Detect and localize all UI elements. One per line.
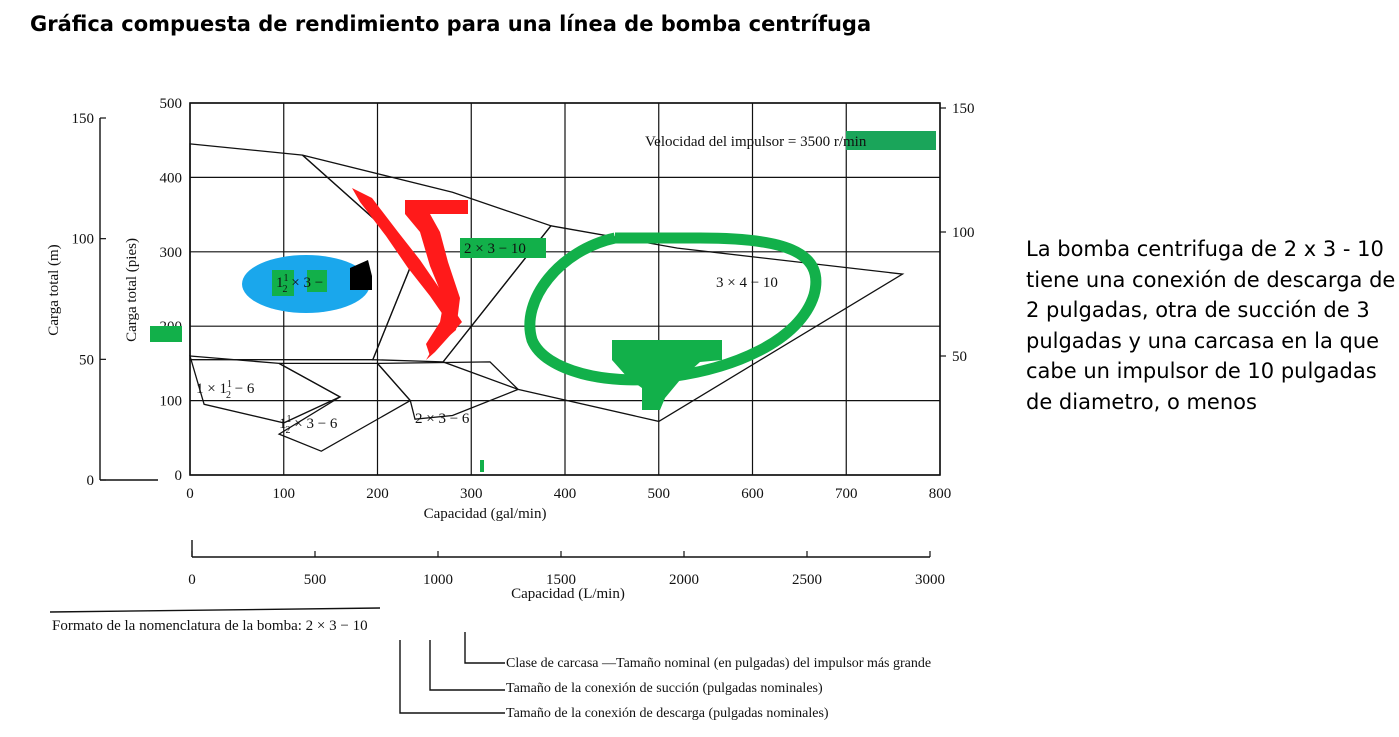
x2-axis-label: Capacidad (L/min) — [511, 586, 625, 602]
pump-region-outline — [189, 355, 342, 424]
x-tick-label: 600 — [741, 486, 764, 502]
region-labels: 1 × 11 2 − 6 11 2 × 3 − 6 2 × 3 − 6 11 2 × 3 −… — [196, 241, 778, 436]
region-label: 1 × 11 2 − 6 — [196, 379, 255, 401]
x-tick-label: 700 — [835, 486, 858, 502]
speed-highlight — [846, 131, 936, 150]
x2-tick-label: 2000 — [669, 572, 699, 588]
x-tick-label: 300 — [460, 486, 483, 502]
y-tick-label: 100 — [160, 394, 183, 410]
x2-tick-label: 3000 — [915, 572, 945, 588]
hand-annotations — [150, 188, 822, 472]
region-label: 2 × 3 − 6 — [415, 411, 470, 427]
page-title: Gráfica compuesta de rendimiento para un… — [30, 12, 872, 36]
green-label-highlight-2 — [307, 270, 327, 292]
y2-tick-label: 0 — [87, 473, 95, 489]
green-fill-marker — [612, 340, 722, 410]
blue-highlight-marker — [242, 255, 370, 313]
pump-region-outline — [277, 362, 412, 452]
chart-axes: 0100200300400500600700800010020030040050… — [46, 96, 975, 602]
x2-tick-label: 1000 — [423, 572, 453, 588]
black-marker — [350, 260, 372, 290]
green-tick-marker — [480, 460, 484, 472]
y2-axis-label: Carga total (m) — [46, 244, 62, 335]
y2-tick-label: 50 — [79, 352, 94, 368]
y2-tick-label: 100 — [72, 232, 95, 248]
nomenclature-casing-class: Clase de carcasa —Tamaño nominal (en pul… — [506, 656, 931, 671]
nomenclature-diagram — [49, 607, 505, 714]
region-label: 2 × 3 − 10 — [464, 241, 526, 257]
y-axis-label: Carga total (pies) — [124, 238, 140, 342]
red-marker-stroke-2 — [405, 200, 468, 356]
pump-region-outline — [302, 154, 552, 363]
x-axis-label: Capacidad (gal/min) — [424, 506, 547, 522]
y-tick-label: 0 — [175, 468, 183, 484]
green-label-highlight — [272, 270, 294, 296]
x-tick-label: 800 — [929, 486, 952, 502]
x2-tick-label: 500 — [304, 572, 327, 588]
side-note: La bomba centrifuga de 2 x 3 - 10 tiene … — [1026, 237, 1396, 414]
speed-label: Velocidad del impulsor = 3500 r/min — [645, 134, 867, 150]
x-tick-label: 0 — [186, 486, 194, 502]
y-tick-label: 300 — [160, 245, 183, 261]
x2-tick-label: 2500 — [792, 572, 822, 588]
x-tick-label: 200 — [366, 486, 389, 502]
y-tick-label: 400 — [160, 170, 183, 186]
x-tick-label: 100 — [273, 486, 296, 502]
y3-tick-label: 150 — [952, 101, 975, 117]
region-label: 11 2 × 3 − — [276, 273, 323, 295]
chart-grid — [189, 102, 941, 476]
x2-tick-label: 0 — [188, 572, 196, 588]
nomenclature-format: Formato de la nomenclatura de la bomba: … — [52, 618, 368, 634]
y-tick-label: 500 — [160, 96, 183, 112]
region-label: 3 × 4 − 10 — [716, 275, 778, 291]
nomenclature-discharge-size: Tamaño de la conexión de descarga (pulga… — [506, 706, 829, 721]
nomenclature-suction-size: Tamaño de la conexión de succión (pulgad… — [506, 681, 823, 696]
green-axis-highlight — [150, 326, 182, 342]
x2-tick-label: 1500 — [546, 572, 576, 588]
x-tick-label: 500 — [648, 486, 671, 502]
region-label: 11 2 × 3 − 6 — [279, 414, 338, 436]
pump-region-outline — [442, 225, 905, 423]
green-region-highlight — [460, 238, 546, 258]
x-tick-label: 400 — [554, 486, 577, 502]
y3-tick-label: 100 — [952, 225, 975, 241]
pump-region-outline — [376, 361, 520, 420]
y3-tick-label: 50 — [952, 349, 967, 365]
red-marker-stroke-1 — [352, 188, 462, 360]
y2-tick-label: 150 — [72, 111, 95, 127]
